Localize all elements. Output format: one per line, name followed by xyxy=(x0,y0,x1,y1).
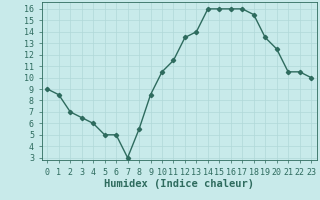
X-axis label: Humidex (Indice chaleur): Humidex (Indice chaleur) xyxy=(104,179,254,189)
